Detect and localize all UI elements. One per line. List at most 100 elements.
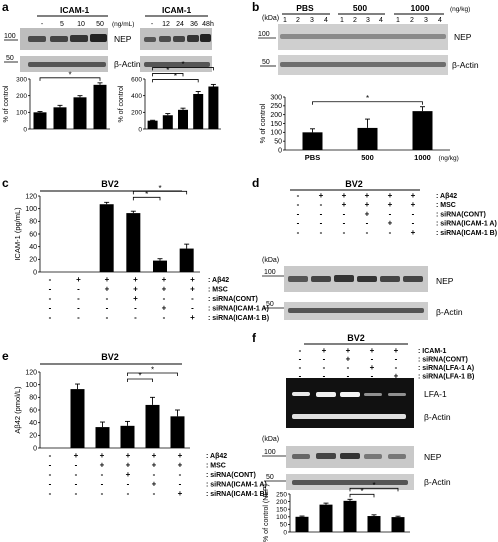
d-sign-r0-c5: + [411,191,416,200]
a-actin-label: β-Actin [114,59,141,69]
a-left-sig-bracket-0 [39,77,101,81]
a-left-nep-band-1 [28,36,46,42]
f-sign-r0-c0: - [299,346,302,355]
f-actin-band [292,480,408,485]
e-sign-r4-c0: - [49,489,52,498]
e-sign-r0-c0: - [49,451,52,460]
f-sign-r1-c1: - [323,355,326,364]
b-lane-1: 1 [283,17,287,24]
f-sign-r2-c1: - [323,363,326,372]
a-right-nep-band-3 [173,36,185,42]
chart-e: 0 20 40 60 80 100 120 Aβ42 (pmol/L) * * [13,366,190,452]
b-ytick-label-3: 150 [270,121,282,128]
e-ylabel: Aβ42 (pmol/L) [13,386,22,434]
d-row-label-2: : siRNA(CONT) [436,211,486,218]
d-sign-r1-c1: - [320,200,323,209]
a-left-ytick-label-3: 300 [16,76,27,83]
e-bar-4 [145,404,160,448]
c-sig-star-1: * [158,184,161,193]
panel-f: f BV2 - + + + +: ICAM-1- - + - -: siRNA(CONT)- - -… [252,331,474,542]
panel-a: a ICAM-1 ICAM-1 - 5 10 50 (ng/mL) - 12 2… [2,0,221,133]
e-sign-r2-c2: - [101,470,104,479]
a-left-lane-4: 50 [96,21,104,28]
e-sign-r3-c5: - [179,480,182,489]
a-left-unit: (ng/mL) [112,21,134,28]
e-sign-r1-c1: - [75,461,78,470]
e-treatment-table: - + + + + +: Aβ42- - + + + +: MSC- - - + - -: siRNA(CON… [49,451,267,498]
f-ytick-label-5: 250 [276,491,287,498]
f-row-label-1: : siRNA(CONT) [418,357,468,364]
b-lane-10: 2 [410,17,414,24]
a-right-header: ICAM-1 [162,5,192,15]
c-sign-r4-c0: - [49,313,52,322]
e-sign-r0-c5: + [178,451,183,460]
e-row-label-1: : MSC [206,463,226,470]
e-sig-star-1: * [151,366,154,375]
c-row-label-1: : MSC [208,287,228,294]
panel-letter-d: d [252,176,259,190]
a-left-nep-band-3 [70,35,88,42]
e-ytick-label-4: 80 [29,395,37,402]
c-ylabel: ICAM-1 (pg/mL) [13,207,22,261]
f-bar-3 [367,516,381,532]
a-left-header: ICAM-1 [60,5,90,15]
f-bar-4 [391,517,405,532]
b-bar-0 [302,132,323,150]
f-ytick-label-3: 150 [276,507,287,514]
c-sign-r1-c0: - [49,285,52,294]
f-sign-r3-c4: + [394,372,399,381]
c-ytick-label-5: 100 [25,206,37,213]
b-ytick-label-6: 300 [270,94,282,101]
c-sign-r1-c3: + [133,285,138,294]
c-sig-star-0: * [145,190,148,199]
e-sign-r4-c4: - [153,489,156,498]
panel-d: d BV2 - + + + + +: Aβ42- - + + + +: MSC- - - + - -: siR… [252,176,497,320]
a-right-lane-3: 24 [176,21,184,28]
d-sign-r4-c1: - [320,228,323,237]
c-sign-r2-c4: - [163,294,166,303]
b-marker-100: 100 [258,31,270,38]
f-bar-1 [319,504,333,532]
a-right-nep-band-5 [200,34,211,42]
f-sign-r3-c0: - [299,372,302,381]
b-lane-7: 3 [366,17,370,24]
f-sig-bracket-0 [349,493,375,498]
a-left-bar-3 [93,84,107,129]
e-sign-r4-c5: + [178,489,183,498]
b-unit: (ng/kg) [439,155,459,162]
f-marker-100: 100 [264,449,276,456]
c-row-label-2: : siRNA(CONT) [208,296,258,303]
a-left-bar-2 [73,97,87,129]
a-left-ylabel: % of control [3,85,10,122]
c-bar-4 [153,260,167,272]
f-marker-50: 50 [266,474,274,481]
d-sign-r4-c5: + [411,228,416,237]
a-right-bar-4 [208,86,219,129]
f-nep-band-2 [316,453,336,459]
f-lfa1-band-3 [340,392,360,397]
c-sign-r0-c3: + [133,275,138,284]
d-row-label-0: : Aβ42 [436,193,457,200]
panel-letter-c: c [2,176,9,190]
f-gel [286,378,414,428]
d-row-label-3: : siRNA(ICAM-1 A) [436,221,497,228]
f-ytick-label-0: 0 [283,529,287,536]
e-sig-star-0: * [138,372,141,381]
a-right-lane-1: - [151,21,154,28]
d-nep-band-6 [403,276,423,282]
f-lfa1-label: LFA-1 [424,389,447,399]
f-row-label-0: : ICAM-1 [418,348,446,355]
c-sign-r4-c5: + [190,313,195,322]
a-right-ylabel: % of control [118,85,125,122]
panel-letter-b: b [252,0,259,14]
c-sign-r0-c2: + [105,275,110,284]
b-group-500: 500 [353,3,367,13]
d-sign-r3-c5: - [412,219,415,228]
f-treatment-table: - + + + +: ICAM-1- - + - -: siRNA(CONT)- - - + -: si… [299,346,475,381]
e-sign-r4-c1: - [75,489,78,498]
e-ytick-label-2: 40 [29,420,37,427]
d-treatment-table: - + + + + +: Aβ42- - + + + +: MSC- - - + - -: siRNA(CON… [297,191,497,237]
f-sign-r0-c2: + [346,346,351,355]
